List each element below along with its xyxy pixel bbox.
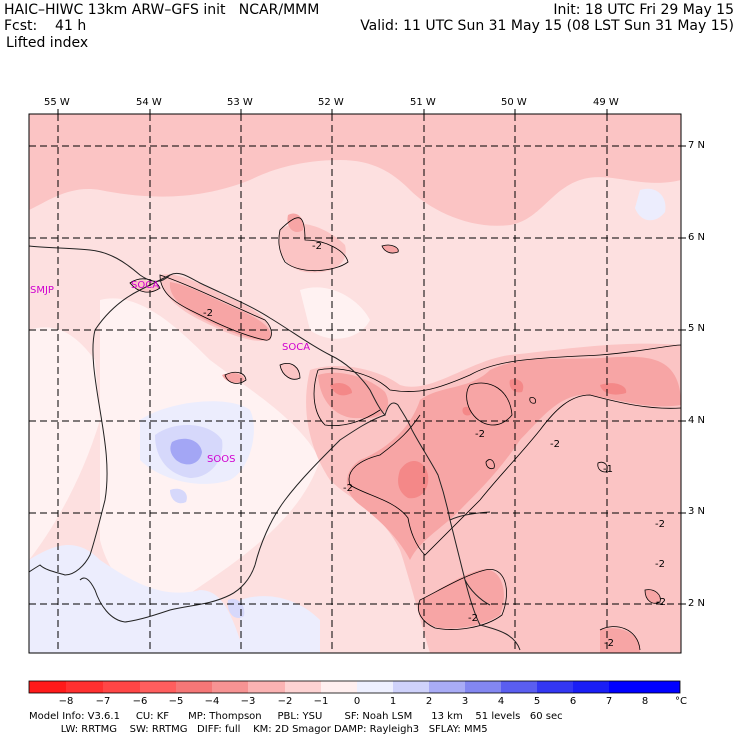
lat-label-3n: 3 N	[688, 506, 706, 517]
contour-label: -2	[475, 429, 485, 440]
colorbar-tick: 2	[425, 696, 433, 707]
contour-label: -2	[203, 308, 213, 319]
lon-label-55w: 55 W	[44, 97, 70, 108]
colorbar-tick: −8	[58, 696, 74, 707]
lat-label-6n: 6 N	[688, 232, 706, 243]
colorbar-tick: −3	[240, 696, 256, 707]
station-label-soca: SOCA	[282, 342, 310, 353]
lon-label-51w: 51 W	[410, 97, 436, 108]
graticule	[29, 114, 681, 653]
lat-label-2n: 2 N	[688, 598, 706, 609]
colorbar-tick: 8	[641, 696, 649, 707]
colorbar-tick: 1	[389, 696, 397, 707]
station-label-smjp: SMJP	[30, 285, 54, 296]
lat-label-4n: 4 N	[688, 415, 706, 426]
darker-blue-fill	[170, 438, 202, 465]
colorbar-tick: −7	[95, 696, 111, 707]
field-name: Lifted index	[6, 35, 89, 51]
coastline	[29, 245, 521, 651]
colorbar-tick: −2	[277, 696, 293, 707]
colorbar-tick: 7	[605, 696, 613, 707]
lon-label-49w: 49 W	[593, 97, 619, 108]
lon-label-54w: 54 W	[136, 97, 162, 108]
init-time: Init: 18 UTC Fri 29 May 15	[553, 2, 734, 18]
contour-label: -2	[656, 597, 666, 608]
model-info-line2: LW: RRTMG SW: RRTMG DIFF: full KM: 2D Sm…	[29, 724, 488, 735]
contour-label: -2	[312, 241, 322, 252]
colorbar-unit: °C	[675, 696, 687, 707]
model-title: HAIC–HIWC 13km ARW–GFS init NCAR/MMM	[4, 2, 320, 18]
contour-label: -2	[343, 483, 353, 494]
lat-label-5n: 5 N	[688, 323, 706, 334]
red-fill-areas	[330, 379, 627, 499]
model-info-line1: Model Info: V3.6.1 CU: KF MP: Thompson P…	[29, 711, 563, 722]
colorbar	[28, 680, 681, 694]
map-frame	[28, 113, 682, 654]
colorbar-tick: −6	[132, 696, 148, 707]
contour-label: -2	[655, 559, 665, 570]
colorbar-tick: 4	[497, 696, 505, 707]
lon-label-53w: 53 W	[227, 97, 253, 108]
colorbar-tick: 5	[533, 696, 541, 707]
colorbar-tick: 3	[461, 696, 469, 707]
contour-label: -2	[468, 613, 478, 624]
lat-label-7n: 7 N	[688, 140, 706, 151]
contour-label: -2	[604, 638, 614, 649]
contour-label: -2	[655, 519, 665, 530]
colorbar-tick: 0	[353, 696, 361, 707]
colorbar-tick: −5	[168, 696, 184, 707]
forecast-hour: Fcst: 41 h	[4, 18, 87, 34]
axis-ticks	[57, 109, 686, 605]
contour-lines	[129, 217, 681, 651]
lon-label-52w: 52 W	[318, 97, 344, 108]
colorbar-tick: −4	[204, 696, 220, 707]
contour-label: -2	[550, 439, 560, 450]
colorbar-tick: 6	[569, 696, 577, 707]
colorbar-tick: −1	[313, 696, 329, 707]
contour-label: -1	[603, 464, 613, 475]
station-label-socr: SOCA	[131, 280, 159, 291]
lon-label-50w: 50 W	[501, 97, 527, 108]
valid-time: Valid: 11 UTC Sun 31 May 15 (08 LST Sun …	[360, 18, 734, 34]
station-label-soos: SOOS	[207, 454, 235, 465]
